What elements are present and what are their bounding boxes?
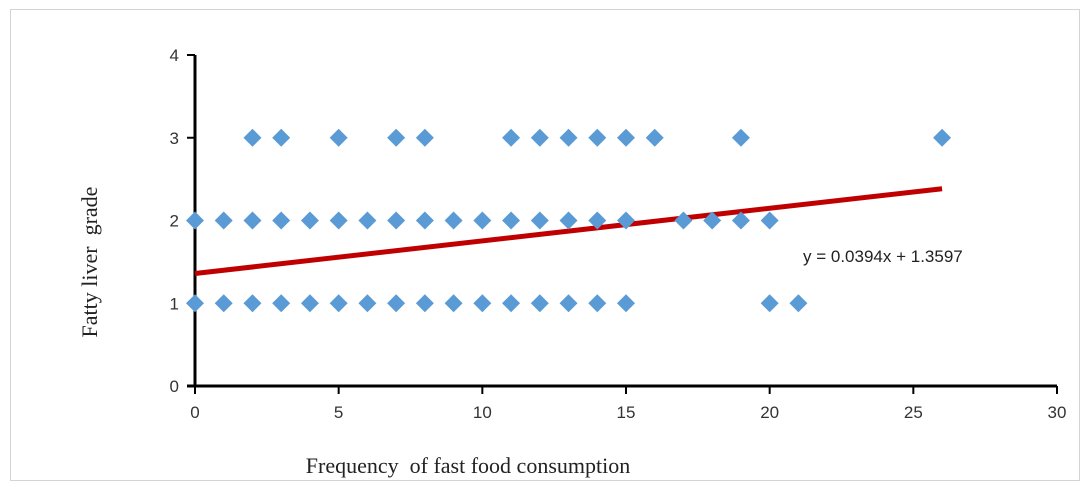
data-point	[674, 211, 693, 230]
data-point	[329, 211, 348, 230]
data-point	[645, 128, 664, 147]
data-point	[731, 128, 750, 147]
data-point	[214, 211, 233, 230]
trendline-equation: y = 0.0394x + 1.3597	[803, 247, 963, 266]
data-points	[186, 128, 952, 313]
y-tick-label: 2	[170, 212, 179, 231]
x-axis-title: Frequency of fast food consumption	[306, 453, 630, 478]
x-axis: 0 5 10 15 20 25 30	[187, 384, 1067, 422]
data-point	[559, 128, 578, 147]
data-point	[444, 294, 463, 313]
data-point	[703, 211, 722, 230]
data-point	[731, 211, 750, 230]
y-tick-label: 0	[170, 377, 179, 396]
data-point	[186, 211, 204, 230]
data-point	[760, 211, 779, 230]
data-point	[617, 294, 635, 313]
chart-frame	[10, 9, 1080, 481]
data-point	[272, 211, 291, 230]
data-point	[415, 128, 434, 147]
data-point	[530, 294, 549, 313]
data-point	[933, 128, 952, 147]
x-tick-label: 5	[334, 403, 343, 422]
x-tick-label: 15	[617, 403, 636, 422]
data-point	[617, 211, 635, 230]
y-tick-label: 3	[170, 129, 179, 148]
x-tick-label: 10	[473, 403, 492, 422]
data-point	[243, 211, 262, 230]
data-point	[272, 128, 291, 147]
data-point	[186, 294, 204, 313]
data-point	[502, 294, 521, 313]
y-tick-label: 4	[170, 46, 179, 65]
data-point	[588, 128, 607, 147]
data-point	[588, 294, 607, 313]
data-point	[473, 294, 492, 313]
data-point	[559, 211, 578, 230]
data-point	[502, 211, 521, 230]
data-point	[300, 211, 319, 230]
data-point	[530, 211, 549, 230]
data-point	[760, 294, 779, 313]
data-point	[789, 294, 808, 313]
data-point	[300, 294, 319, 313]
data-point	[444, 211, 463, 230]
trendline-line	[194, 186, 943, 276]
data-point	[588, 211, 607, 230]
data-point	[387, 128, 406, 147]
trendline	[194, 186, 943, 276]
data-point	[530, 128, 549, 147]
x-tick-label: 25	[904, 403, 923, 422]
data-point	[214, 294, 233, 313]
data-point	[473, 211, 492, 230]
y-tick-label: 1	[170, 294, 179, 313]
data-point	[329, 294, 348, 313]
data-point	[415, 211, 434, 230]
data-point	[243, 128, 262, 147]
data-point	[617, 128, 635, 147]
data-point	[387, 294, 406, 313]
data-point	[415, 294, 434, 313]
data-point	[358, 294, 377, 313]
y-axis-title: Fatty liver grade	[77, 187, 102, 338]
data-point	[243, 294, 262, 313]
x-tick-label: 30	[1048, 403, 1067, 422]
data-point	[272, 294, 291, 313]
data-point	[559, 294, 578, 313]
x-tick-label: 0	[190, 403, 199, 422]
x-tick-label: 20	[760, 403, 779, 422]
data-point	[358, 211, 377, 230]
data-point	[387, 211, 406, 230]
data-point	[329, 128, 348, 147]
data-point	[502, 128, 521, 147]
